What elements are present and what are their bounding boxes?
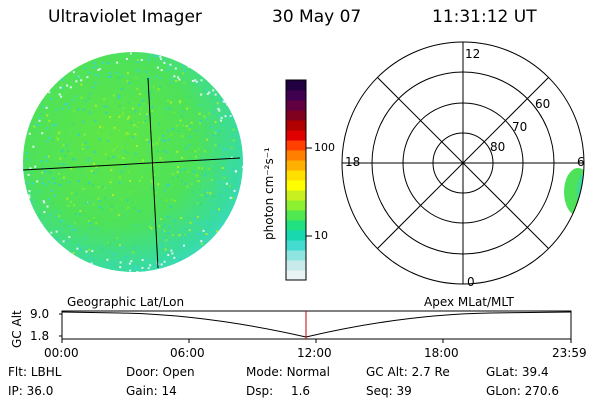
polar-mlt-label-12: 12 bbox=[465, 47, 481, 61]
colorbar-segment bbox=[286, 130, 306, 141]
colorbar-segment bbox=[286, 210, 306, 221]
colorbar-segment bbox=[286, 250, 306, 261]
geo-grid-line-vertical bbox=[147, 77, 159, 269]
colorbar-segment bbox=[286, 180, 306, 191]
info-flt: Flt: LBHL bbox=[8, 365, 62, 379]
timeline-y-axis-label: GC Alt bbox=[10, 310, 24, 348]
colorbar-segment bbox=[286, 120, 306, 131]
colorbar-segment bbox=[286, 270, 306, 281]
timeline-x-tick-1800: 18:00 bbox=[424, 346, 459, 360]
colorbar-segment bbox=[286, 170, 306, 181]
colorbar-segment bbox=[286, 220, 306, 231]
colorbar-segment bbox=[286, 140, 306, 151]
timeline-y-tick-bottom: 1.8 bbox=[30, 329, 50, 343]
colorbar-segment bbox=[286, 90, 306, 101]
colorbar-segment bbox=[286, 160, 306, 171]
colorbar-tick-100: 100 bbox=[314, 141, 335, 154]
polar-lat-label-80: 80 bbox=[490, 140, 506, 154]
polar-lat-label-70: 70 bbox=[512, 120, 528, 134]
colorbar-segment bbox=[286, 230, 306, 241]
colorbar-segment bbox=[286, 100, 306, 111]
polar-mlt-label-6: 6 bbox=[577, 155, 585, 169]
polar-lat-label-60: 60 bbox=[535, 97, 551, 111]
uv-image-disk bbox=[22, 52, 243, 272]
polar-mlt-plot bbox=[341, 41, 585, 285]
colorbar-segment bbox=[286, 110, 306, 121]
colorbar-segment bbox=[286, 190, 306, 201]
info-gc-alt: GC Alt: 2.7 Re bbox=[366, 365, 450, 379]
info-gain: Gain: 14 bbox=[126, 384, 177, 398]
info-glon: GLon: 270.6 bbox=[486, 384, 559, 398]
colorbar-tick-10: 10 bbox=[314, 229, 328, 242]
colorbar-segment bbox=[286, 150, 306, 161]
timeline-left-caption: Geographic Lat/Lon bbox=[67, 295, 185, 309]
colorbar-segment bbox=[286, 260, 306, 271]
info-seq: Seq: 39 bbox=[366, 384, 412, 398]
timeline-right-caption: Apex MLat/MLT bbox=[424, 295, 514, 309]
colorbar-segment bbox=[286, 200, 306, 211]
timeline-x-tick-0600: 06:00 bbox=[170, 346, 205, 360]
timeline-x-tick-0000: 00:00 bbox=[44, 346, 79, 360]
info-dsp: Dsp: 1.6 bbox=[246, 384, 311, 398]
timeline-y-tick-top: 9.0 bbox=[30, 307, 50, 321]
info-ip: IP: 36.0 bbox=[8, 384, 54, 398]
time-label: 11:31:12 UT bbox=[432, 7, 537, 27]
orbit-timeline-plot bbox=[59, 310, 572, 343]
timeline-x-tick-2359: 23:59 bbox=[552, 346, 587, 360]
info-door: Door: Open bbox=[126, 365, 195, 379]
polar-mlt-label-18: 18 bbox=[345, 155, 361, 169]
geo-grid-line-horizontal bbox=[22, 157, 241, 171]
colorbar-segment bbox=[286, 240, 306, 251]
info-mode: Mode: Normal bbox=[246, 365, 330, 379]
altitude-curve bbox=[61, 311, 572, 338]
timeline-x-tick-1200: 12:00 bbox=[297, 346, 332, 360]
colorbar-unit-label: photon cm⁻²s⁻¹ bbox=[262, 147, 276, 240]
colorbar-segment bbox=[286, 80, 306, 91]
info-glat: GLat: 39.4 bbox=[486, 365, 549, 379]
date-label: 30 May 07 bbox=[272, 7, 362, 27]
polar-mlt-label-0: 0 bbox=[467, 275, 475, 289]
instrument-title: Ultraviolet Imager bbox=[48, 7, 202, 27]
color-bar bbox=[286, 80, 306, 281]
